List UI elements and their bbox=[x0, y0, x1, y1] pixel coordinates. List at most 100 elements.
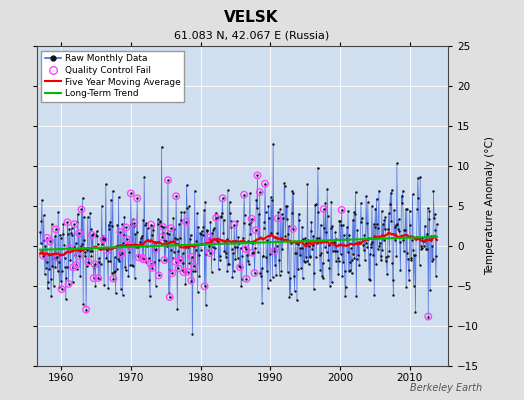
Point bbox=[66, 257, 74, 263]
Point bbox=[218, 210, 226, 216]
Point bbox=[257, 273, 265, 279]
Point bbox=[130, 220, 138, 226]
Point bbox=[426, 287, 434, 293]
Point bbox=[130, 220, 138, 226]
Point bbox=[248, 250, 256, 256]
Point bbox=[412, 234, 421, 240]
Point bbox=[253, 172, 261, 179]
Point bbox=[205, 250, 214, 256]
Point bbox=[406, 207, 414, 214]
Point bbox=[331, 248, 339, 255]
Point bbox=[173, 306, 181, 312]
Point bbox=[135, 254, 144, 260]
Point bbox=[343, 224, 351, 230]
Point bbox=[81, 253, 89, 259]
Point bbox=[190, 263, 198, 270]
Point bbox=[53, 254, 61, 260]
Point bbox=[168, 255, 177, 261]
Point bbox=[150, 259, 158, 266]
Point bbox=[304, 261, 313, 268]
Point bbox=[180, 269, 188, 275]
Point bbox=[164, 177, 172, 183]
Point bbox=[246, 230, 255, 237]
Point bbox=[301, 235, 309, 241]
Point bbox=[134, 244, 142, 250]
Point bbox=[46, 238, 54, 244]
Point bbox=[257, 265, 266, 272]
Point bbox=[181, 242, 189, 248]
Point bbox=[191, 188, 199, 194]
Point bbox=[417, 245, 425, 252]
Point bbox=[408, 236, 416, 243]
Point bbox=[216, 252, 224, 259]
Point bbox=[125, 242, 134, 249]
Point bbox=[408, 191, 417, 198]
Point bbox=[42, 259, 51, 265]
Point bbox=[219, 195, 227, 202]
Point bbox=[320, 225, 329, 232]
Point bbox=[402, 283, 410, 290]
Point bbox=[427, 236, 435, 243]
Point bbox=[186, 236, 194, 242]
Point bbox=[412, 236, 420, 242]
Point bbox=[138, 255, 147, 261]
Point bbox=[113, 222, 122, 228]
Point bbox=[390, 207, 398, 213]
Point bbox=[255, 234, 264, 241]
Point bbox=[379, 221, 387, 228]
Point bbox=[214, 214, 222, 220]
Point bbox=[105, 226, 114, 232]
Point bbox=[209, 244, 217, 250]
Point bbox=[372, 261, 380, 268]
Point bbox=[232, 218, 241, 224]
Point bbox=[92, 228, 101, 234]
Point bbox=[410, 283, 418, 289]
Point bbox=[37, 218, 46, 224]
Point bbox=[328, 223, 336, 229]
Point bbox=[389, 292, 398, 299]
Point bbox=[429, 188, 438, 194]
Point bbox=[226, 210, 234, 216]
Point bbox=[53, 254, 61, 260]
Point bbox=[243, 258, 252, 264]
Point bbox=[83, 246, 91, 253]
Point bbox=[178, 266, 186, 273]
Point bbox=[193, 288, 202, 295]
Point bbox=[196, 230, 205, 237]
Point bbox=[183, 269, 192, 275]
Point bbox=[424, 313, 432, 320]
Point bbox=[397, 192, 406, 199]
Point bbox=[74, 210, 82, 217]
Point bbox=[43, 285, 52, 292]
Point bbox=[43, 235, 51, 241]
Point bbox=[386, 200, 394, 207]
Point bbox=[236, 264, 244, 270]
Point bbox=[381, 214, 389, 220]
Point bbox=[300, 258, 309, 265]
Point bbox=[270, 248, 278, 254]
Point bbox=[423, 246, 431, 252]
Point bbox=[116, 252, 124, 258]
Point bbox=[152, 246, 160, 252]
Point bbox=[392, 160, 401, 166]
Point bbox=[160, 257, 169, 263]
Point bbox=[135, 254, 143, 260]
Point bbox=[362, 193, 370, 200]
Point bbox=[140, 222, 149, 228]
Point bbox=[350, 209, 358, 215]
Point bbox=[189, 242, 198, 249]
Point bbox=[188, 254, 196, 260]
Point bbox=[216, 213, 225, 219]
Point bbox=[143, 220, 151, 227]
Point bbox=[112, 243, 121, 249]
Point bbox=[179, 260, 187, 266]
Point bbox=[325, 265, 334, 272]
Point bbox=[324, 257, 333, 264]
Point bbox=[187, 277, 195, 284]
Point bbox=[355, 262, 363, 268]
Point bbox=[56, 278, 64, 284]
Point bbox=[169, 214, 178, 221]
Point bbox=[134, 252, 143, 259]
Point bbox=[235, 263, 244, 270]
Point bbox=[367, 244, 375, 250]
